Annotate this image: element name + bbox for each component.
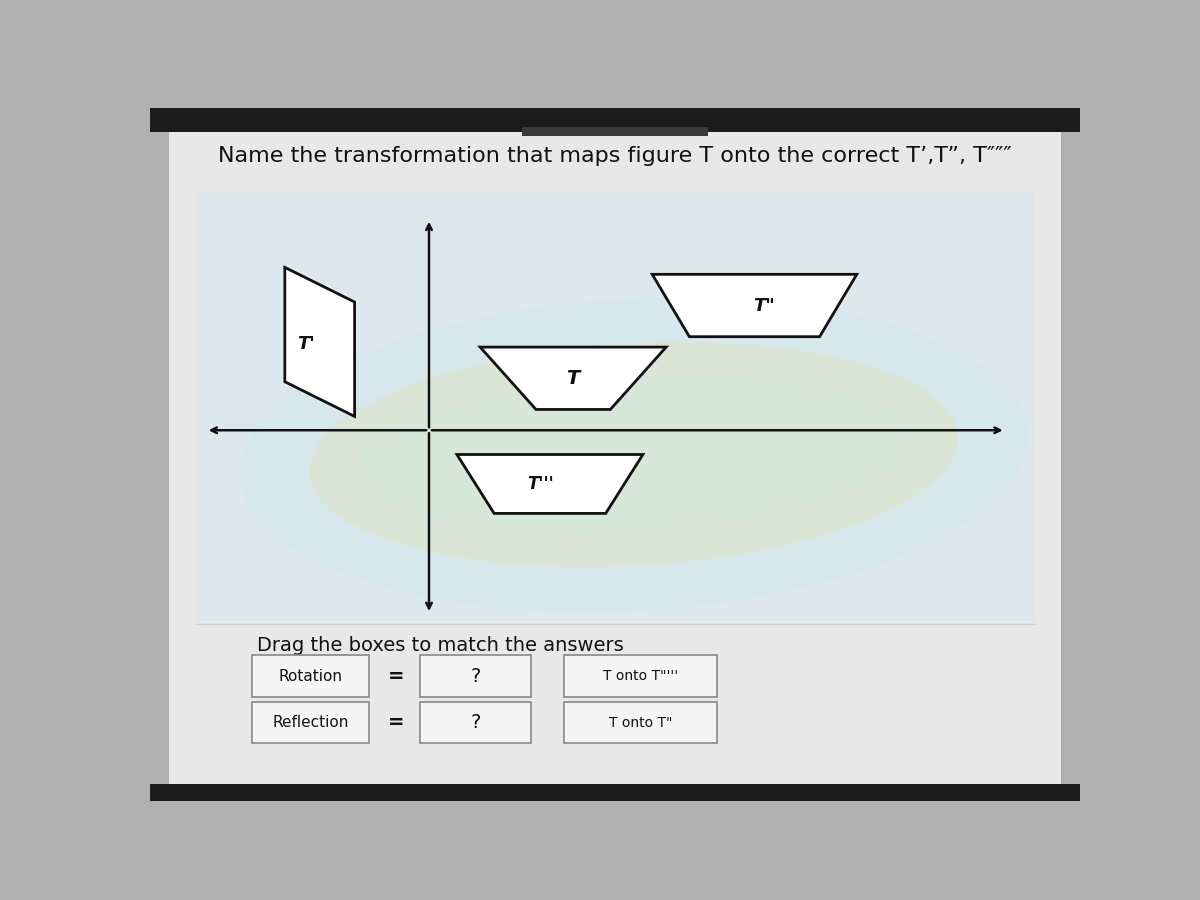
Text: Reflection: Reflection: [272, 716, 349, 730]
Polygon shape: [457, 454, 643, 513]
Text: T''': T''': [527, 474, 554, 492]
FancyBboxPatch shape: [420, 655, 532, 697]
Ellipse shape: [355, 376, 912, 533]
Polygon shape: [480, 347, 666, 410]
Text: T: T: [566, 369, 580, 388]
Text: T": T": [752, 296, 775, 314]
Polygon shape: [284, 267, 355, 417]
Polygon shape: [653, 274, 857, 337]
Bar: [522, 128, 708, 136]
Text: Rotation: Rotation: [278, 669, 342, 684]
Text: T': T': [298, 335, 316, 353]
Bar: [150, 108, 1080, 132]
FancyBboxPatch shape: [252, 702, 368, 743]
Text: Drag the boxes to match the answers: Drag the boxes to match the answers: [257, 635, 624, 654]
Text: ?: ?: [470, 667, 481, 686]
Text: T onto T": T onto T": [608, 716, 672, 730]
FancyBboxPatch shape: [252, 655, 368, 697]
Text: T onto T"''': T onto T"''': [604, 670, 678, 683]
Text: Name the transformation that maps figure T onto the correct T’,T”, T″″″: Name the transformation that maps figure…: [218, 146, 1012, 166]
Text: =: =: [389, 713, 404, 733]
FancyBboxPatch shape: [564, 655, 718, 697]
Text: ?: ?: [470, 713, 481, 733]
FancyBboxPatch shape: [564, 702, 718, 743]
Bar: [197, 191, 1033, 621]
Text: =: =: [389, 667, 404, 686]
Ellipse shape: [310, 342, 958, 567]
FancyBboxPatch shape: [168, 129, 1062, 788]
Bar: [150, 784, 1080, 801]
Ellipse shape: [240, 297, 1027, 612]
FancyBboxPatch shape: [420, 702, 532, 743]
